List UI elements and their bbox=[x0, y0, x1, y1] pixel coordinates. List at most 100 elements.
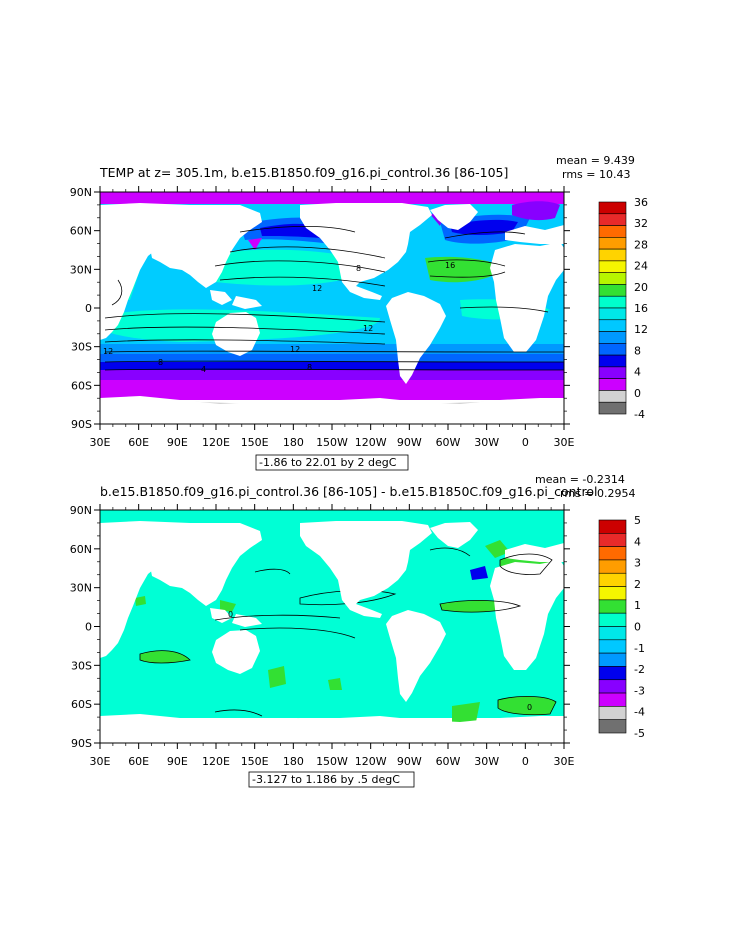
colorbar-swatch bbox=[598, 378, 627, 391]
axes: 90N 60N 30N 0 30S 60S 90S 30E 60E 90E 120E 150E 180 1… bbox=[70, 186, 575, 768]
colorbar-swatch bbox=[598, 719, 627, 734]
contour-label: 12 bbox=[312, 284, 322, 293]
contour-info-box bbox=[255, 454, 409, 471]
lon-label: 30E bbox=[90, 755, 111, 768]
lat-label: 90S bbox=[71, 418, 92, 431]
lat-label: 60N bbox=[70, 225, 92, 238]
colorbar-swatch bbox=[598, 213, 627, 226]
colorbar-swatch bbox=[598, 586, 627, 601]
colorbar: 36 32 28 24 20 16 12 8 4 0 -4 bbox=[598, 196, 648, 421]
lat-label: 30N bbox=[70, 582, 92, 595]
contour-label: 12 bbox=[290, 345, 300, 354]
lon-label: 90E bbox=[167, 436, 188, 449]
lon-label: 90W bbox=[397, 436, 422, 449]
colorbar-swatch bbox=[598, 272, 627, 285]
colorbar-swatch bbox=[598, 248, 627, 262]
colorbar-swatch bbox=[598, 546, 627, 561]
colorbar-swatch bbox=[598, 639, 627, 654]
lat-label: 0 bbox=[85, 621, 92, 634]
temperature-contours bbox=[104, 225, 564, 371]
colorbar-swatch bbox=[598, 366, 627, 379]
colorbar-label: 2 bbox=[634, 578, 641, 591]
lat-label: 90N bbox=[70, 504, 92, 517]
colorbar-swatch bbox=[598, 390, 627, 403]
lat-label: 30S bbox=[71, 659, 92, 672]
contour-label: 16 bbox=[445, 261, 455, 270]
lon-label: 90W bbox=[397, 755, 422, 768]
lat-label: 60N bbox=[70, 543, 92, 556]
colorbar-swatch bbox=[598, 572, 627, 587]
colorbar-label: -4 bbox=[634, 408, 645, 421]
colorbar-swatch bbox=[598, 201, 627, 215]
colorbar-label: 0 bbox=[634, 621, 641, 634]
lat-label: 30N bbox=[70, 263, 92, 276]
colorbar-swatch bbox=[598, 706, 627, 720]
contour-label: 12 bbox=[363, 324, 373, 333]
rms-value: rms = 0.2954 bbox=[560, 487, 635, 500]
lon-label: 60W bbox=[436, 436, 461, 449]
lon-label: 30E bbox=[554, 436, 575, 449]
contour-label: 8 bbox=[307, 363, 312, 372]
colorbar-swatch bbox=[598, 225, 627, 238]
colorbar-swatch bbox=[598, 559, 627, 574]
lon-label: 180 bbox=[283, 436, 304, 449]
lat-label: 60S bbox=[71, 379, 92, 392]
mean-value: mean = -0.2314 bbox=[535, 473, 625, 486]
colorbar-swatch bbox=[598, 626, 627, 641]
contour-label: 0 bbox=[527, 703, 532, 712]
colorbar-label: -3 bbox=[634, 684, 645, 697]
lon-label: 150E bbox=[241, 755, 269, 768]
colorbar-label: 0 bbox=[634, 387, 641, 400]
lon-label: 30E bbox=[90, 436, 111, 449]
lat-label: 30S bbox=[71, 341, 92, 354]
lon-label: 120W bbox=[355, 436, 387, 449]
lon-label: 90E bbox=[167, 755, 188, 768]
contour-info: -3.127 to 1.186 by .5 degC bbox=[252, 773, 400, 786]
panel-temperature-map: 8 16 12 12 12 8 4 12 8 TEMP at z= 305.1m… bbox=[99, 154, 648, 471]
lon-label: 60E bbox=[128, 436, 149, 449]
lon-label: 60W bbox=[436, 755, 461, 768]
contour-label: 0 bbox=[228, 610, 233, 619]
lon-label: 120E bbox=[202, 436, 230, 449]
contour-label: 4 bbox=[201, 365, 206, 374]
colorbar-swatch bbox=[598, 237, 627, 250]
temperature-field bbox=[100, 192, 564, 424]
colorbar-label: 1 bbox=[634, 599, 641, 612]
lon-label: 0 bbox=[522, 755, 529, 768]
colorbar-label: -2 bbox=[634, 663, 645, 676]
lon-label: 180 bbox=[283, 755, 304, 768]
lon-label: 150W bbox=[316, 755, 348, 768]
colorbar-label: -4 bbox=[634, 706, 645, 719]
lon-label: 120W bbox=[355, 755, 387, 768]
colorbar-label: -1 bbox=[634, 642, 645, 655]
lon-label: 30W bbox=[474, 436, 499, 449]
colorbar-label: 20 bbox=[634, 281, 648, 294]
lon-label: 30E bbox=[554, 755, 575, 768]
colorbar-swatch bbox=[598, 284, 627, 297]
colorbar-label: 36 bbox=[634, 196, 648, 209]
rms-value: rms = 10.43 bbox=[562, 168, 630, 181]
lat-label: 90N bbox=[70, 186, 92, 199]
colorbar-label: 32 bbox=[634, 217, 648, 230]
lon-label: 0 bbox=[522, 436, 529, 449]
lat-label: 0 bbox=[85, 302, 92, 315]
colorbar: 5 4 3 2 1 0 -1 -2 -3 -4 -5 bbox=[598, 514, 645, 740]
lat-label: 90S bbox=[71, 737, 92, 750]
lon-label: 30W bbox=[474, 755, 499, 768]
colorbar-swatch bbox=[598, 307, 627, 321]
colorbar-label: 4 bbox=[634, 366, 641, 379]
colorbar-swatch bbox=[598, 260, 627, 273]
lon-label: 150W bbox=[316, 436, 348, 449]
lat-label: 60S bbox=[71, 698, 92, 711]
colorbar-swatch bbox=[598, 519, 627, 534]
colorbar-swatch bbox=[598, 354, 627, 368]
contour-label: 8 bbox=[356, 264, 361, 273]
lon-label: 120E bbox=[202, 755, 230, 768]
panel-title: TEMP at z= 305.1m, b.e15.B1850.f09_g16.p… bbox=[99, 165, 508, 180]
colorbar-swatch bbox=[598, 666, 627, 681]
mean-value: mean = 9.439 bbox=[556, 154, 635, 167]
colorbar-swatch bbox=[598, 319, 627, 332]
panel-difference-map: 0 0 b.e15.B1850.f09_g16.pi_control.36 [8… bbox=[99, 473, 645, 788]
colorbar-label: -5 bbox=[634, 727, 645, 740]
